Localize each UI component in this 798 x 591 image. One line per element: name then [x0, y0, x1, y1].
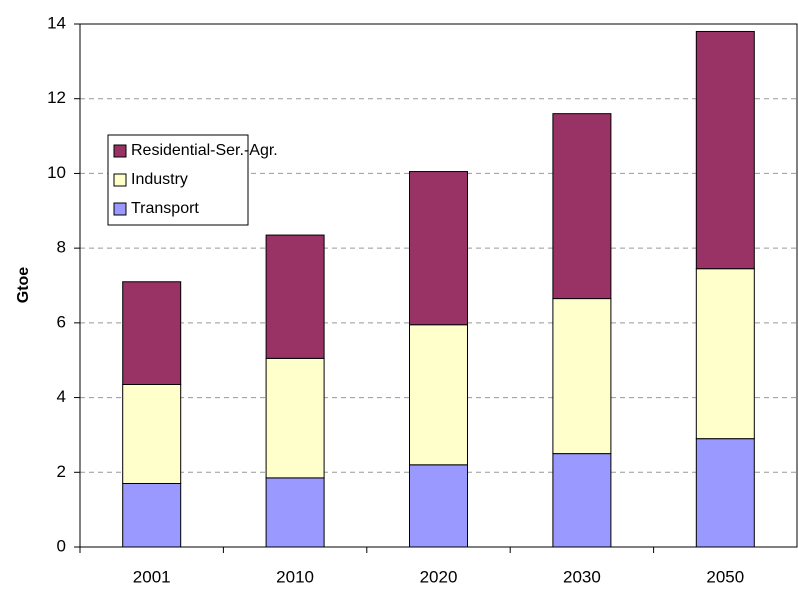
x-tick-label: 2020: [420, 567, 458, 586]
bar-segment: [409, 171, 468, 326]
y-axis-label: Gtoe: [15, 267, 32, 304]
y-tick-label: 12: [47, 88, 66, 107]
bar-segment: [122, 383, 182, 484]
y-tick-label: 4: [57, 387, 66, 406]
y-tick-label: 10: [47, 163, 66, 182]
bar-segment: [552, 298, 612, 455]
bar-segment: [695, 438, 755, 548]
y-tick-label: 14: [47, 13, 66, 32]
bar-segment: [409, 324, 468, 466]
bar-segment: [552, 453, 612, 548]
bar-segment: [265, 477, 325, 548]
bar-segment: [265, 357, 325, 479]
bar-segment: [552, 113, 612, 300]
legend-swatch: [113, 173, 127, 187]
bar-segment: [122, 482, 182, 548]
y-tick-label: 8: [57, 238, 66, 257]
legend-swatch: [113, 202, 127, 216]
y-tick-label: 2: [57, 462, 66, 481]
legend-box: [107, 134, 249, 226]
y-tick-label: 0: [57, 536, 66, 555]
x-tick-label: 2030: [563, 567, 601, 586]
bar-segment: [695, 30, 755, 270]
bar-segment: [409, 464, 468, 548]
bar-segment: [265, 234, 325, 359]
legend-label: Transport: [131, 200, 199, 217]
legend-label: Residential-Ser.-Agr.: [131, 142, 278, 159]
x-tick-label: 2001: [133, 567, 171, 586]
legend-label: Industry: [131, 171, 188, 188]
bar-segment: [122, 281, 182, 385]
legend: Transport Industry Residential-Ser.-Agr.: [107, 134, 278, 226]
bar-segment: [695, 268, 755, 440]
y-tick-label: 6: [57, 312, 66, 331]
x-tick-label: 2010: [276, 567, 314, 586]
legend-swatch: [113, 144, 127, 158]
x-tick-label: 2050: [706, 567, 744, 586]
